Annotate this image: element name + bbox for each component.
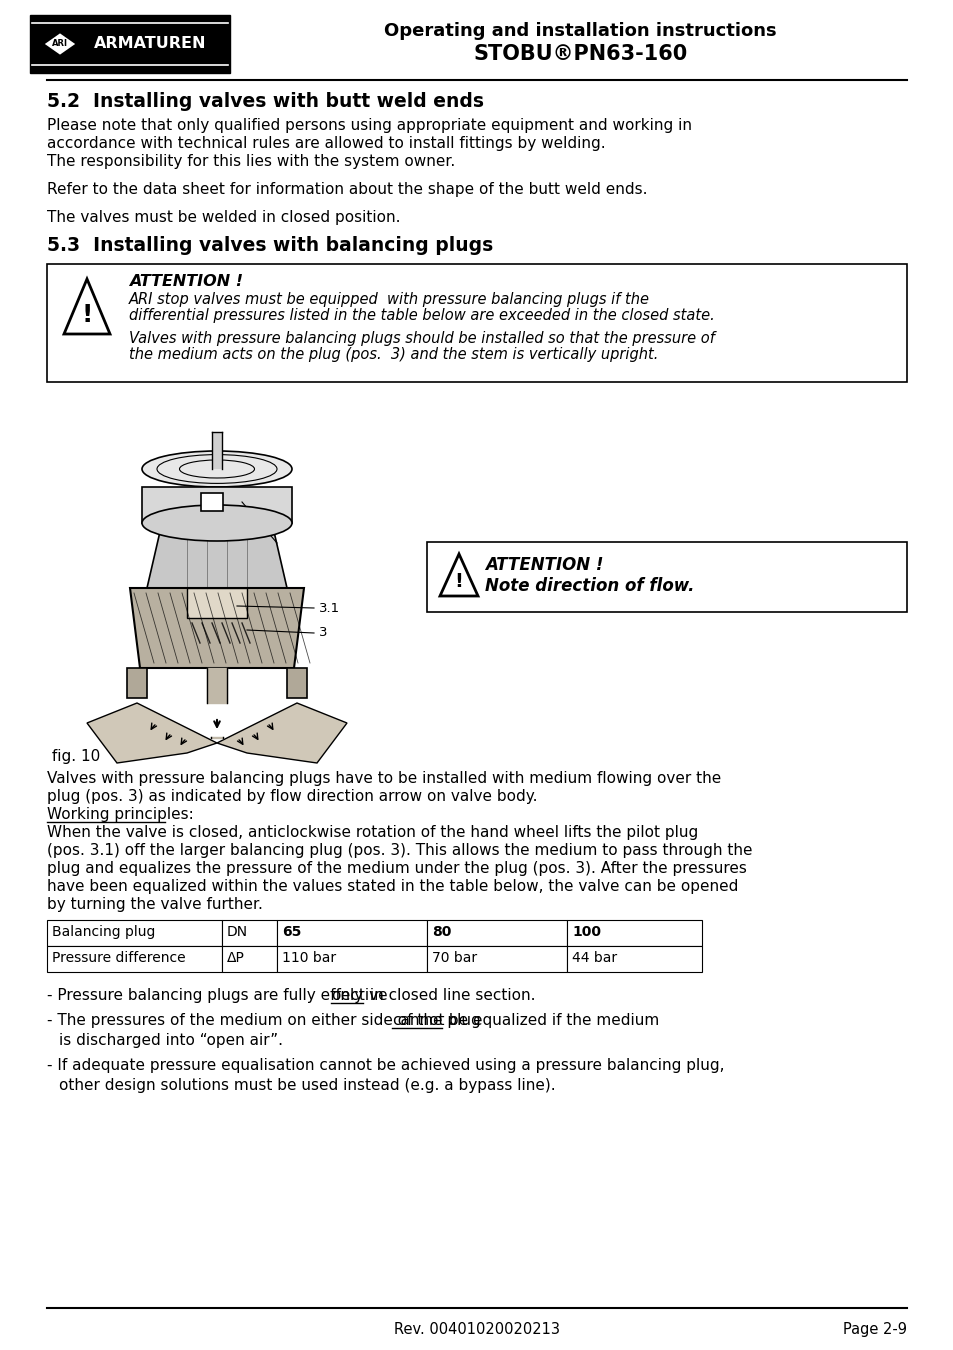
- Text: differential pressures listed in the table below are exceeded in the closed stat: differential pressures listed in the tab…: [129, 308, 714, 323]
- Text: Valves with pressure balancing plugs should be installed so that the pressure of: Valves with pressure balancing plugs sho…: [129, 331, 714, 346]
- FancyBboxPatch shape: [222, 946, 276, 972]
- Text: !: !: [454, 572, 463, 591]
- Text: Page 2-9: Page 2-9: [842, 1322, 906, 1336]
- Text: ARI: ARI: [52, 39, 68, 49]
- Text: fig. 10: fig. 10: [47, 749, 100, 764]
- Text: 65: 65: [282, 925, 301, 940]
- Polygon shape: [64, 279, 110, 333]
- Text: !: !: [81, 302, 92, 327]
- Text: plug (pos. 3) as indicated by flow direction arrow on valve body.: plug (pos. 3) as indicated by flow direc…: [47, 788, 537, 805]
- Text: Please note that only qualified persons using appropriate equipment and working : Please note that only qualified persons …: [47, 117, 691, 134]
- Text: is discharged into “open air”.: is discharged into “open air”.: [59, 1033, 283, 1048]
- FancyBboxPatch shape: [47, 265, 906, 382]
- Text: ATTENTION !: ATTENTION !: [129, 274, 243, 289]
- Polygon shape: [87, 703, 216, 763]
- Text: in closed line section.: in closed line section.: [365, 988, 536, 1003]
- Text: - If adequate pressure equalisation cannot be achieved using a pressure balancin: - If adequate pressure equalisation cann…: [47, 1058, 723, 1073]
- FancyBboxPatch shape: [47, 946, 222, 972]
- FancyBboxPatch shape: [47, 919, 222, 946]
- FancyBboxPatch shape: [127, 668, 147, 698]
- Ellipse shape: [142, 505, 292, 541]
- FancyBboxPatch shape: [222, 919, 276, 946]
- Text: 5.2  Installing valves with butt weld ends: 5.2 Installing valves with butt weld end…: [47, 92, 483, 111]
- Text: Note direction of flow.: Note direction of flow.: [484, 576, 694, 595]
- FancyBboxPatch shape: [566, 919, 701, 946]
- Text: Operating and installation instructions: Operating and installation instructions: [383, 22, 776, 40]
- FancyBboxPatch shape: [187, 589, 247, 618]
- FancyBboxPatch shape: [142, 487, 292, 522]
- Polygon shape: [439, 554, 477, 595]
- FancyBboxPatch shape: [427, 919, 566, 946]
- FancyBboxPatch shape: [276, 919, 427, 946]
- Text: Refer to the data sheet for information about the shape of the butt weld ends.: Refer to the data sheet for information …: [47, 182, 647, 197]
- FancyBboxPatch shape: [201, 493, 223, 512]
- FancyBboxPatch shape: [30, 15, 230, 73]
- Text: When the valve is closed, anticlockwise rotation of the hand wheel lifts the pil: When the valve is closed, anticlockwise …: [47, 825, 698, 840]
- Text: 3: 3: [318, 626, 327, 640]
- Text: 3.1: 3.1: [318, 602, 340, 614]
- Text: Rev. 00401020020213: Rev. 00401020020213: [394, 1322, 559, 1336]
- Text: Working principles:: Working principles:: [47, 807, 193, 822]
- Text: 5.3  Installing valves with balancing plugs: 5.3 Installing valves with balancing plu…: [47, 236, 493, 255]
- Text: ΔP: ΔP: [227, 950, 245, 965]
- Text: 44 bar: 44 bar: [572, 950, 617, 965]
- Text: cannot: cannot: [392, 1012, 444, 1027]
- Text: be equalized if the medium: be equalized if the medium: [443, 1012, 659, 1027]
- Text: ATTENTION !: ATTENTION !: [484, 556, 603, 574]
- Text: STOBU®PN63-160: STOBU®PN63-160: [473, 45, 686, 63]
- Text: Valves with pressure balancing plugs have to be installed with medium flowing ov: Valves with pressure balancing plugs hav…: [47, 771, 720, 786]
- Text: accordance with technical rules are allowed to install fittings by welding.: accordance with technical rules are allo…: [47, 136, 605, 151]
- Text: (pos. 3.1) off the larger balancing plug (pos. 3). This allows the medium to pas: (pos. 3.1) off the larger balancing plug…: [47, 842, 752, 859]
- Text: DN: DN: [227, 925, 248, 940]
- Text: the medium acts on the plug (pos.  3) and the stem is vertically upright.: the medium acts on the plug (pos. 3) and…: [129, 347, 658, 362]
- Text: The valves must be welded in closed position.: The valves must be welded in closed posi…: [47, 211, 400, 225]
- Text: plug and equalizes the pressure of the medium under the plug (pos. 3). After the: plug and equalizes the pressure of the m…: [47, 861, 746, 876]
- FancyBboxPatch shape: [276, 946, 427, 972]
- Polygon shape: [130, 589, 304, 668]
- FancyBboxPatch shape: [287, 668, 307, 698]
- FancyBboxPatch shape: [427, 541, 906, 612]
- Text: - The pressures of the medium on either side of the plug: - The pressures of the medium on either …: [47, 1012, 485, 1027]
- Polygon shape: [43, 32, 77, 55]
- Text: 100: 100: [572, 925, 600, 940]
- Text: ARMATUREN: ARMATUREN: [93, 36, 206, 51]
- Text: Pressure difference: Pressure difference: [52, 950, 186, 965]
- FancyBboxPatch shape: [427, 946, 566, 972]
- Text: ARI stop valves must be equipped  with pressure balancing plugs if the: ARI stop valves must be equipped with pr…: [129, 292, 649, 306]
- Text: by turning the valve further.: by turning the valve further.: [47, 896, 263, 913]
- Text: The responsibility for this lies with the system owner.: The responsibility for this lies with th…: [47, 154, 455, 169]
- FancyBboxPatch shape: [566, 946, 701, 972]
- Text: have been equalized within the values stated in the table below, the valve can b: have been equalized within the values st…: [47, 879, 738, 894]
- Text: - Pressure balancing plugs are fully effective: - Pressure balancing plugs are fully eff…: [47, 988, 392, 1003]
- Text: Balancing plug: Balancing plug: [52, 925, 155, 940]
- Text: 80: 80: [432, 925, 451, 940]
- Text: other design solutions must be used instead (e.g. a bypass line).: other design solutions must be used inst…: [59, 1079, 555, 1094]
- Text: 70 bar: 70 bar: [432, 950, 476, 965]
- Polygon shape: [147, 522, 287, 589]
- Text: 110 bar: 110 bar: [282, 950, 335, 965]
- Text: only: only: [331, 988, 363, 1003]
- Ellipse shape: [142, 451, 292, 487]
- Polygon shape: [216, 703, 347, 763]
